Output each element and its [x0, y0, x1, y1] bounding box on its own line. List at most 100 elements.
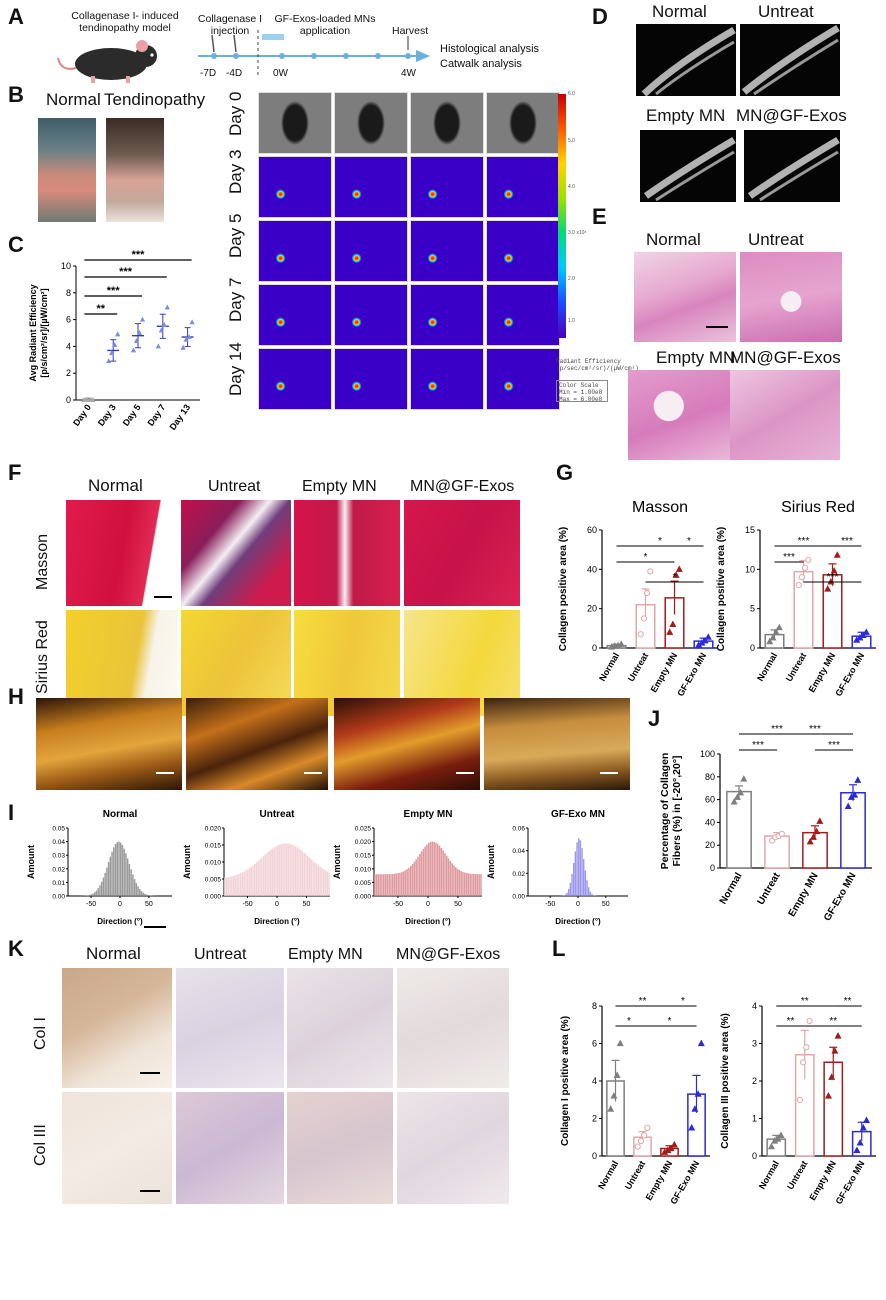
histogram-bar: [236, 874, 238, 896]
sig-label: **: [97, 303, 106, 315]
histogram-bar: [476, 874, 479, 896]
histogram-bar: [126, 858, 129, 896]
y-axis-label: Percentage of Collagen: [659, 753, 671, 870]
histogram-bar: [474, 874, 477, 896]
data-point: [109, 350, 115, 356]
data-point: [670, 1140, 678, 1148]
histogram-bar: [404, 870, 407, 896]
label-mn-gf-exos: MN@GF-Exos: [736, 106, 847, 125]
photo-tendinopathy: [106, 118, 164, 222]
x-tick-label: -50: [545, 901, 555, 908]
x-tick-label: Untreat: [756, 870, 783, 906]
x-axis-label: Direction (°): [254, 917, 300, 926]
histogram-bar: [95, 890, 98, 896]
histogram-bar: [379, 874, 381, 896]
data-point: [634, 1143, 641, 1150]
histogram-bar: [426, 844, 428, 896]
chart-title: Untreat: [259, 809, 295, 820]
y-tick-label: 0: [750, 643, 755, 653]
data-point: [112, 342, 118, 348]
histogram-bar: [576, 842, 578, 896]
histogram-bar: [583, 858, 585, 896]
data-point: [833, 551, 841, 558]
sig-label: **: [801, 996, 809, 1007]
data-point: [834, 1032, 842, 1039]
chart-i-gf-exo-mn: GF-Exo MN Amount Direction (°) 0.00 0.02 0.04…: [486, 809, 628, 926]
chart-title: GF-Exo MN: [551, 809, 605, 820]
y-tick-label: 0.015: [355, 853, 372, 860]
histogram-bar: [456, 868, 459, 896]
histogram-bar: [92, 893, 94, 896]
ivis-image: [410, 220, 484, 282]
data-point: [697, 1039, 705, 1047]
scale-bar: [140, 1190, 160, 1192]
masson-untreat: [181, 500, 291, 606]
x-axis-label: Direction (°): [555, 917, 601, 926]
data-point: [816, 817, 824, 824]
sig-label: ***: [107, 285, 121, 297]
data-point: [774, 1135, 782, 1142]
histogram-bar: [130, 869, 132, 896]
histogram-bar: [455, 867, 457, 896]
y-axis-label: Avg Radiant Efficiency: [28, 284, 38, 381]
data-point: [186, 334, 192, 340]
histogram-bar: [224, 877, 226, 896]
sig-label: **: [787, 1016, 795, 1027]
label-normal: Normal: [46, 90, 101, 109]
histogram-bar: [460, 871, 462, 896]
x-tick-label: GF-Exo MN: [833, 651, 866, 698]
data-point: [806, 1017, 813, 1025]
col-label-normal: Normal: [86, 944, 141, 963]
histogram-bar: [442, 850, 444, 896]
data-point: [737, 788, 745, 796]
data-point: [775, 623, 783, 631]
col-label-untreat: Untreat: [208, 478, 261, 495]
histogram-bar: [310, 859, 313, 896]
histogram-bar: [591, 894, 593, 896]
chart-i-normal: Normal Amount Direction (°) 0.00 0.01 0.02 0.0…: [26, 809, 172, 926]
scale-bar: [140, 1072, 160, 1074]
ivis-image: [334, 156, 408, 218]
ivis-image: [410, 156, 484, 218]
histogram-bar: [146, 894, 148, 896]
data-point: [158, 327, 164, 333]
histogram-bar: [250, 866, 253, 896]
histogram-bar: [428, 842, 430, 896]
histogram-bar: [375, 874, 378, 896]
x-tick-label: Empty MN: [644, 1159, 675, 1202]
x-tick-label: Day 7: [145, 402, 167, 427]
data-point: [616, 1039, 624, 1047]
row-label-sirius-red: Sirius Red: [34, 620, 51, 694]
histogram-bar: [243, 871, 245, 896]
scale-tick: 2.0: [568, 276, 575, 282]
y-tick-label: 0.03: [52, 853, 65, 860]
histogram-bar: [578, 838, 580, 896]
histogram-bar: [465, 873, 468, 896]
y-tick-label: 10: [61, 261, 71, 271]
histogram-bar: [420, 851, 423, 896]
data-point: [90, 397, 96, 402]
histogram-bar: [99, 885, 101, 896]
sig-label: ***: [771, 724, 783, 735]
ivis-image: [486, 92, 560, 154]
histogram-bar: [142, 892, 145, 896]
data-point: [795, 581, 802, 589]
ivis-image: [410, 92, 484, 154]
data-point: [613, 1071, 621, 1078]
histogram-bar: [133, 879, 136, 896]
histogram-bar: [269, 849, 272, 896]
histogram-bar: [137, 886, 139, 896]
histogram-bar: [581, 848, 583, 896]
x-tick-label: Untreat: [784, 651, 808, 683]
sig-label: *: [644, 552, 648, 563]
histogram-bar: [324, 870, 327, 896]
data-point: [856, 1138, 864, 1146]
histogram-bar: [411, 864, 414, 896]
ivis-image: [334, 348, 408, 410]
x-tick-label: Empty MN: [787, 871, 821, 919]
data-point: [139, 316, 146, 322]
row-label-col-i: Col I: [32, 1017, 49, 1050]
y-tick-label: 80: [705, 772, 715, 782]
chart-g-masson: Masson Collagen positive area (%) 0 20 40 60 N…: [558, 500, 718, 698]
